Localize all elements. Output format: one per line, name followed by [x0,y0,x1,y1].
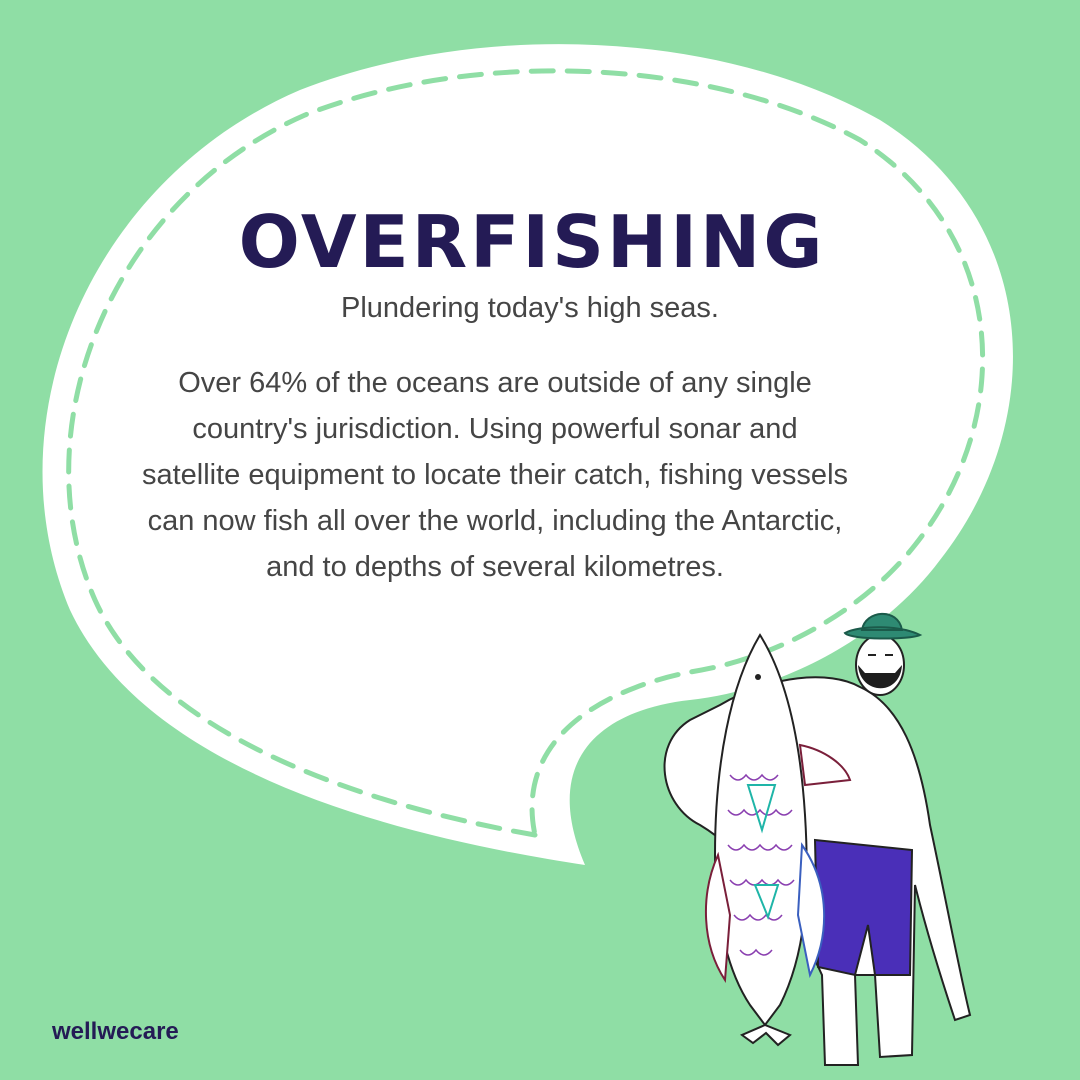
fisherman-beard [858,665,902,689]
fish-scales [727,773,795,956]
fisherman-shorts [813,838,914,977]
page-title: OVERFISHING [238,200,826,284]
brand-logo: wellwecare [52,1018,179,1045]
fish-tail [739,1023,792,1047]
fish-fin-top [798,743,852,787]
fish-eye [755,674,761,680]
fisherman-holding-fish-icon [663,612,972,1066]
fisherman-hat [843,612,923,640]
page-subtitle: Plundering today's high seas. [341,292,719,324]
fish-marking-bottom [753,884,780,920]
fish-fin-right [796,842,826,979]
fish-fin-left [704,851,732,983]
fish-marking-top [746,784,777,834]
body-paragraph: Over 64% of the oceans are outside of an… [141,367,849,583]
